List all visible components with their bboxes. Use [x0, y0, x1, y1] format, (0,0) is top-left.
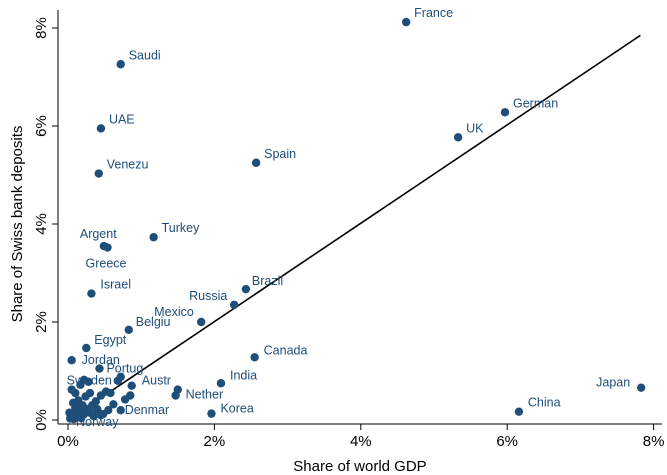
data-point-uae: [96, 124, 106, 133]
data-point-india: [216, 379, 226, 388]
data-point-mexico: [197, 317, 206, 327]
x-axis-title: Share of world GDP: [293, 458, 426, 475]
data-point: [82, 405, 92, 414]
data-point: [81, 392, 90, 401]
point-label-brazil: Brazil: [252, 274, 283, 288]
data-point: [109, 400, 118, 409]
x-tick-label: 0%: [57, 433, 79, 450]
data-point-canada: [250, 353, 259, 362]
axes: [57, 10, 662, 425]
data-point: [106, 388, 115, 398]
data-point: [68, 398, 78, 408]
point-label-spain: Spain: [264, 147, 296, 161]
data-point: [65, 414, 75, 423]
point-label-china: China: [528, 396, 561, 410]
data-point: [126, 391, 135, 400]
data-point-sweden: [127, 381, 136, 390]
point-label-israel: Israel: [100, 278, 131, 292]
data-point-egypt: [82, 343, 91, 353]
data-point-israel: [87, 289, 96, 298]
data-point-saudi: [116, 60, 125, 69]
data-point-portug: [95, 364, 104, 373]
y-tick-label: 0%: [33, 409, 50, 431]
data-point: [71, 388, 80, 398]
point-label-uae: UAE: [109, 112, 135, 126]
y-tick-label: 2%: [33, 311, 50, 333]
data-point: [84, 377, 93, 386]
point-label-russia: Russia: [189, 289, 227, 303]
data-point-denmar: [116, 406, 125, 415]
point-label-india: India: [230, 368, 257, 382]
data-point: [116, 372, 125, 382]
x-tick-label: 4%: [350, 433, 372, 450]
y-tick-label: 6%: [33, 115, 50, 137]
data-point-greece: [103, 243, 112, 252]
point-label-japan: Japan: [596, 376, 630, 390]
x-tick-label: 8%: [643, 433, 665, 450]
data-point-uk: [453, 133, 463, 142]
point-label-german: German: [513, 96, 558, 110]
point-label-france: France: [414, 6, 453, 20]
x-tick-label: 2%: [204, 433, 226, 450]
data-point-korea: [207, 409, 216, 418]
data-point-norway: [98, 409, 108, 419]
point-label-portug: Portug: [106, 362, 143, 376]
point-label-nether: Nether: [186, 388, 224, 402]
data-point-brazil: [241, 284, 251, 294]
point-label-venezu: Venezu: [107, 158, 149, 172]
point-label-egypt: Egypt: [94, 333, 126, 347]
point-label-turkey: Turkey: [162, 221, 200, 235]
data-point-spain: [251, 158, 261, 167]
data-point-nether: [171, 391, 180, 400]
point-label-argent: Argent: [80, 227, 117, 241]
y-tick-label: 8%: [33, 17, 50, 39]
point-label-denmar: Denmar: [125, 403, 169, 417]
point-labels: France Saudi German UAE UK Spain Venezu Turkey A…: [67, 6, 631, 429]
point-label-sweden: Sweden: [67, 374, 112, 388]
data-point: [91, 397, 101, 406]
data-point-japan: [636, 383, 646, 392]
y-tick-label: 4%: [33, 213, 50, 235]
point-label-austr: Austr: [142, 374, 171, 388]
point-label-norway: Norway: [76, 415, 119, 429]
points: [65, 17, 646, 424]
y-axis-title: Share of Swiss bank deposits: [9, 126, 26, 323]
point-label-canada: Canada: [264, 343, 308, 357]
point-label-mexico: Mexico: [154, 305, 194, 319]
point-label-jordan: Jordan: [82, 353, 120, 367]
point-label-greece: Greece: [86, 257, 127, 271]
data-point: [89, 411, 98, 421]
data-point-france: [401, 17, 411, 27]
fit-line: [67, 34, 641, 421]
fit-line-group: [67, 34, 641, 421]
data-point-jordan: [67, 356, 76, 365]
data-point-venezu: [94, 169, 103, 178]
point-label-belgiu: Belgiu: [136, 315, 171, 329]
data-point-turkey: [149, 233, 158, 242]
x-tick-label: 6%: [496, 433, 518, 450]
data-point-china: [514, 407, 524, 416]
data-point-belgiu: [124, 325, 133, 335]
point-label-saudi: Saudi: [129, 48, 161, 62]
ticks: 0% 2% 4% 6% 8% 0% 2% 4% 6% 8%: [33, 17, 664, 450]
point-label-korea: Korea: [220, 402, 253, 416]
point-label-uk: UK: [466, 121, 484, 135]
data-point-german: [500, 108, 510, 117]
data-point-russia: [229, 300, 239, 310]
data-point: [71, 408, 81, 418]
